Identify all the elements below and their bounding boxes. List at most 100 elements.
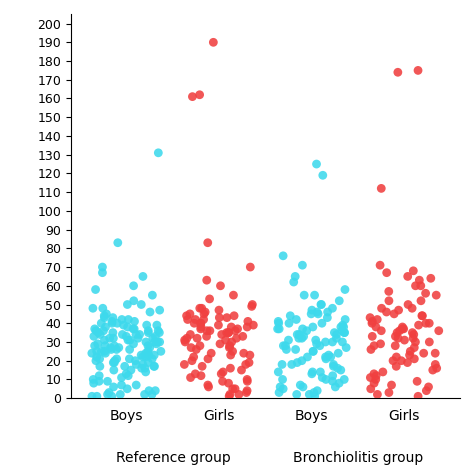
Point xyxy=(318,301,325,308)
Point xyxy=(183,312,191,319)
Point xyxy=(141,365,149,372)
Point xyxy=(339,321,346,329)
Point xyxy=(145,329,152,337)
Point xyxy=(191,319,198,327)
Point xyxy=(226,344,233,351)
Point xyxy=(431,349,439,357)
Point xyxy=(304,353,311,361)
Point xyxy=(118,374,125,382)
Point xyxy=(298,357,306,365)
Point xyxy=(243,375,251,383)
Point xyxy=(142,338,150,346)
Point xyxy=(242,361,249,368)
Point xyxy=(282,342,289,349)
Point xyxy=(201,308,209,316)
Point xyxy=(374,391,381,398)
Point xyxy=(274,318,282,325)
Point xyxy=(225,379,232,387)
Point xyxy=(249,321,257,329)
Point xyxy=(197,325,204,333)
Point xyxy=(231,327,239,335)
Point xyxy=(94,329,102,337)
Point xyxy=(308,370,316,378)
Point xyxy=(310,389,318,396)
Point xyxy=(151,338,158,346)
Point xyxy=(374,316,381,323)
Point xyxy=(215,306,223,314)
Point xyxy=(138,365,146,372)
Point xyxy=(108,346,115,353)
Point xyxy=(306,391,313,398)
Point xyxy=(286,312,294,319)
Point xyxy=(335,349,342,357)
Point xyxy=(340,375,348,383)
Point xyxy=(280,342,287,349)
Point xyxy=(216,340,224,347)
Point xyxy=(417,297,425,305)
Point xyxy=(156,306,164,314)
Point xyxy=(92,286,100,293)
Point xyxy=(246,263,254,271)
Point xyxy=(125,372,132,380)
Point xyxy=(341,286,349,293)
Point xyxy=(104,391,111,398)
Point xyxy=(93,347,100,355)
Point xyxy=(91,342,99,349)
Point xyxy=(425,383,432,391)
Point xyxy=(153,321,161,329)
Point xyxy=(111,357,118,365)
Point xyxy=(100,312,108,319)
Point xyxy=(418,312,426,319)
Point xyxy=(285,319,293,327)
Point xyxy=(120,321,128,329)
Point xyxy=(142,353,149,361)
Point xyxy=(324,314,331,321)
Point xyxy=(279,385,287,392)
Point xyxy=(110,383,118,391)
Point xyxy=(244,318,252,325)
Point xyxy=(141,391,148,398)
Point xyxy=(198,304,206,312)
Point xyxy=(115,344,123,351)
Point xyxy=(325,351,332,359)
Point xyxy=(331,383,339,391)
Point xyxy=(149,335,156,342)
Point xyxy=(197,319,205,327)
Point xyxy=(109,329,117,337)
Point xyxy=(139,273,147,280)
Point xyxy=(390,310,398,318)
Point xyxy=(319,374,326,382)
Point xyxy=(318,319,326,327)
Point xyxy=(96,363,104,370)
Point xyxy=(433,365,440,372)
Point xyxy=(228,323,235,331)
Point xyxy=(187,344,195,351)
Point xyxy=(376,261,384,269)
Point xyxy=(309,347,317,355)
Point xyxy=(187,331,194,338)
Point xyxy=(118,316,126,323)
Point xyxy=(118,331,126,338)
Point xyxy=(225,329,232,337)
Point xyxy=(293,359,301,366)
Point xyxy=(410,331,418,338)
Point xyxy=(329,377,337,385)
Point xyxy=(109,335,117,342)
Point xyxy=(210,38,217,46)
Point xyxy=(155,329,163,337)
Point xyxy=(409,329,416,337)
Point xyxy=(243,387,251,394)
Point xyxy=(322,353,329,361)
Point xyxy=(308,310,315,318)
Point xyxy=(113,355,120,363)
Point xyxy=(340,329,348,337)
Point xyxy=(366,374,374,382)
Text: Bronchiolitis group: Bronchiolitis group xyxy=(293,451,423,465)
Point xyxy=(396,327,403,335)
Point xyxy=(110,366,118,374)
Point xyxy=(399,323,406,331)
Point xyxy=(299,325,306,333)
Point xyxy=(139,361,146,368)
Point xyxy=(385,297,393,305)
Point xyxy=(432,292,440,299)
